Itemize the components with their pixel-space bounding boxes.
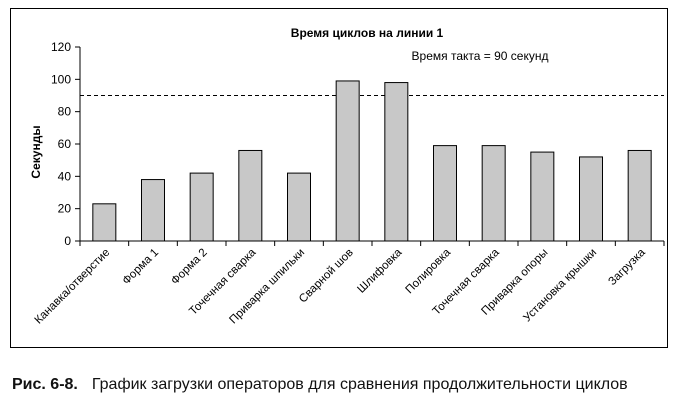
chart-title: Время циклов на линии 1	[291, 26, 444, 40]
bar	[627, 149, 652, 242]
y-tick-label: 20	[58, 202, 72, 216]
y-tick-label: 120	[51, 40, 71, 54]
bar	[92, 203, 117, 242]
y-tick-label: 100	[51, 72, 71, 86]
y-tick-label: 40	[58, 169, 72, 183]
y-tick-label: 80	[58, 105, 72, 119]
x-tick-label: Загрузка	[606, 246, 648, 288]
figure-caption-text: График загрузки операторов для сравнения…	[91, 376, 628, 393]
x-tick-label: Канавка/отверстие	[33, 247, 113, 327]
figure-caption: Рис. 6-8. График загрузки операторов для …	[12, 376, 672, 394]
x-tick-label: Шлифовка	[355, 246, 404, 295]
bar	[579, 156, 603, 242]
x-tick-label: Полировка	[404, 246, 454, 296]
bar	[481, 145, 506, 242]
figure-label: Рис. 6-8.	[12, 376, 78, 393]
y-axis-label: Секунды	[29, 125, 43, 178]
x-tick-label: Форма 2	[169, 247, 210, 288]
bar	[287, 172, 311, 242]
bar	[433, 145, 457, 242]
bar	[335, 80, 360, 242]
y-tick-label: 0	[64, 234, 71, 248]
bar	[384, 82, 409, 242]
y-tick-label: 60	[58, 137, 72, 151]
bar	[141, 179, 165, 242]
bar	[189, 172, 214, 242]
bar	[238, 149, 263, 242]
bar-chart: Время циклов на линии 1 Время такта = 90…	[29, 26, 665, 327]
x-tick-label: Форма 1	[121, 247, 162, 288]
chart-frame	[10, 8, 668, 348]
takt-time-label: Время такта = 90 секунд	[412, 49, 549, 63]
bar	[530, 151, 555, 242]
